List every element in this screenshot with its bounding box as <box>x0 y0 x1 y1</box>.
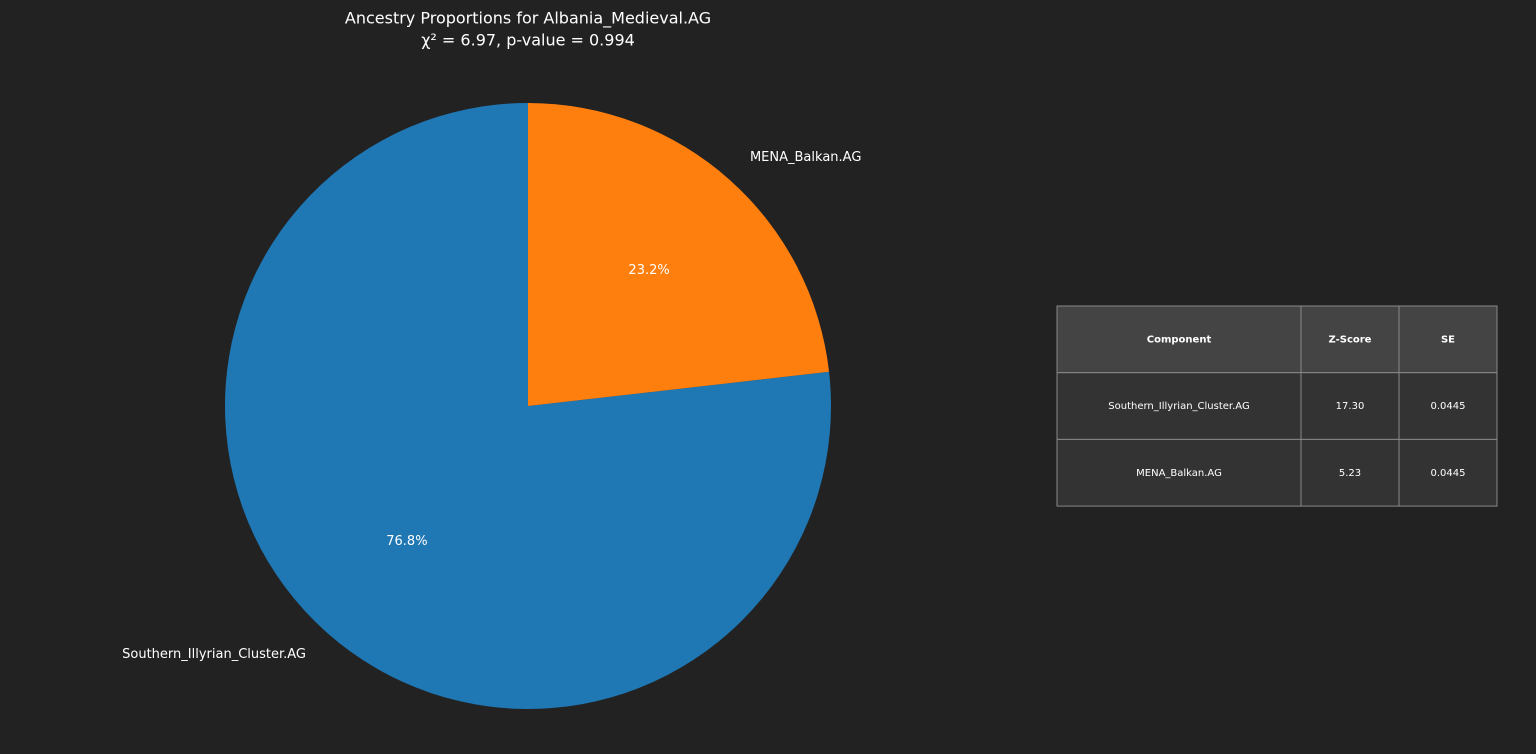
table-cell-text: 17.30 <box>1336 401 1365 412</box>
slice-label: MENA_Balkan.AG <box>750 150 861 165</box>
table-cell <box>1300 372 1400 440</box>
table-header-text: Component <box>1147 334 1212 345</box>
chart-subtitle: χ² = 6.97, p-value = 0.994 <box>421 31 635 50</box>
table-cell <box>1056 438 1302 507</box>
percent-label: 76.8% <box>386 534 427 549</box>
table-header-text: Z-Score <box>1329 334 1372 345</box>
table-cell <box>1300 438 1400 507</box>
pie-slice <box>224 103 831 709</box>
pie-slice <box>528 103 830 406</box>
table-header-cell <box>1398 305 1498 374</box>
table-cell-text: Southern_Illyrian_Cluster.AG <box>1108 401 1249 412</box>
table-cell-text: 5.23 <box>1339 468 1361 479</box>
table-cell-text: 0.0445 <box>1431 401 1466 412</box>
table-cell <box>1398 438 1498 507</box>
table-header-cell <box>1056 305 1302 374</box>
slice-label: Southern_Illyrian_Cluster.AG <box>122 647 306 662</box>
table-cell <box>1398 372 1498 440</box>
table-cell-text: MENA_Balkan.AG <box>1136 468 1222 479</box>
chart-title: Ancestry Proportions for Albania_Medieva… <box>345 9 711 29</box>
table-header-text: SE <box>1441 334 1455 345</box>
percent-label: 23.2% <box>628 263 669 278</box>
table-cell-text: 0.0445 <box>1431 468 1466 479</box>
